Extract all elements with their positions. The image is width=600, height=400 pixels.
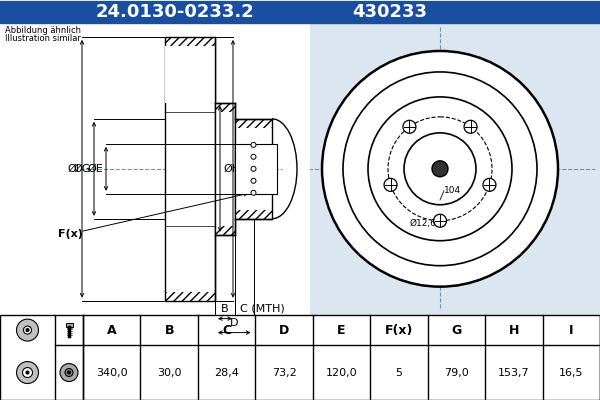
- Circle shape: [368, 97, 512, 241]
- Text: D: D: [279, 324, 289, 336]
- Text: 16,5: 16,5: [559, 368, 584, 378]
- Text: ØH: ØH: [223, 164, 240, 174]
- Bar: [235, 119, 272, 128]
- Text: Abbildung ähnlich: Abbildung ähnlich: [5, 26, 81, 36]
- Text: E: E: [337, 324, 346, 336]
- Text: ØI: ØI: [67, 164, 79, 174]
- Text: ØA: ØA: [236, 164, 253, 174]
- Text: 30,0: 30,0: [157, 368, 181, 378]
- Circle shape: [404, 133, 476, 205]
- Circle shape: [26, 328, 29, 332]
- Bar: [235, 144, 277, 194]
- Text: 73,2: 73,2: [272, 368, 296, 378]
- Bar: [0, 0, 600, 22]
- Text: 79,0: 79,0: [444, 368, 469, 378]
- Bar: [235, 119, 272, 219]
- Text: 340,0: 340,0: [96, 368, 128, 378]
- Text: Ø12,6: Ø12,6: [410, 219, 437, 228]
- Circle shape: [26, 371, 29, 374]
- Bar: [165, 37, 215, 46]
- Circle shape: [433, 214, 446, 227]
- FancyBboxPatch shape: [65, 323, 73, 327]
- Text: 5: 5: [395, 368, 403, 378]
- Text: 24.0130-0233.2: 24.0130-0233.2: [95, 2, 254, 20]
- Bar: [0, 315, 600, 400]
- Text: G: G: [451, 324, 461, 336]
- Bar: [165, 292, 215, 301]
- Circle shape: [403, 120, 416, 133]
- Bar: [0, 22, 310, 315]
- Bar: [165, 46, 215, 103]
- Text: F(x): F(x): [385, 324, 413, 336]
- Text: F(x): F(x): [58, 229, 82, 239]
- Text: C (MTH): C (MTH): [240, 304, 285, 314]
- Bar: [215, 226, 235, 235]
- Circle shape: [464, 120, 477, 133]
- Text: I: I: [569, 324, 574, 336]
- Circle shape: [384, 178, 397, 191]
- Text: ØE: ØE: [87, 164, 103, 174]
- Text: ØG: ØG: [74, 164, 91, 174]
- Circle shape: [251, 142, 256, 147]
- Bar: [235, 210, 272, 219]
- Text: H: H: [509, 324, 519, 336]
- Circle shape: [251, 166, 256, 171]
- Text: 430233: 430233: [353, 2, 427, 20]
- Circle shape: [322, 51, 558, 287]
- Text: B: B: [221, 304, 229, 314]
- Circle shape: [432, 161, 448, 177]
- Text: Illustration similar: Illustration similar: [5, 34, 81, 44]
- Text: 153,7: 153,7: [498, 368, 530, 378]
- Text: B: B: [164, 324, 174, 336]
- Circle shape: [65, 368, 73, 376]
- Bar: [215, 103, 235, 112]
- Circle shape: [23, 368, 32, 378]
- Bar: [165, 37, 215, 301]
- Text: C: C: [222, 324, 231, 336]
- Text: D: D: [230, 318, 239, 328]
- Text: 120,0: 120,0: [326, 368, 358, 378]
- Circle shape: [343, 72, 537, 266]
- Circle shape: [60, 364, 78, 382]
- Circle shape: [67, 371, 71, 374]
- Circle shape: [251, 190, 256, 195]
- Text: A: A: [107, 324, 116, 336]
- Circle shape: [17, 319, 38, 341]
- Circle shape: [17, 362, 38, 384]
- Text: 104: 104: [444, 186, 461, 195]
- Bar: [215, 103, 235, 235]
- Circle shape: [23, 326, 32, 334]
- Circle shape: [251, 154, 256, 159]
- Text: 28,4: 28,4: [214, 368, 239, 378]
- Circle shape: [388, 117, 492, 221]
- Circle shape: [251, 178, 256, 183]
- Circle shape: [483, 178, 496, 191]
